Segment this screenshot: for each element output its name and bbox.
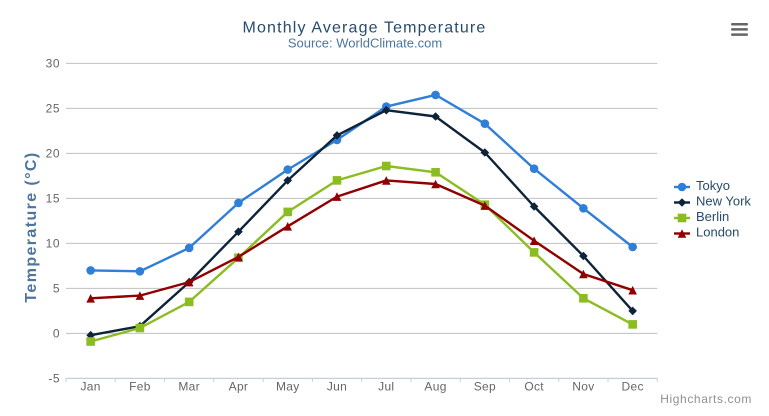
svg-text:5: 5 (53, 282, 60, 296)
svg-text:Jun: Jun (327, 380, 347, 394)
svg-text:Jul: Jul (378, 380, 394, 394)
svg-text:New York: New York (696, 194, 751, 209)
svg-text:Tokyo: Tokyo (696, 178, 730, 193)
svg-text:Feb: Feb (129, 380, 151, 394)
svg-text:Berlin: Berlin (696, 209, 729, 224)
svg-text:30: 30 (46, 57, 60, 71)
svg-text:Nov: Nov (572, 380, 594, 394)
svg-text:Apr: Apr (229, 380, 249, 394)
svg-text:20: 20 (46, 147, 60, 161)
svg-text:Sep: Sep (474, 380, 496, 394)
svg-text:10: 10 (46, 237, 60, 251)
svg-text:Jan: Jan (81, 380, 101, 394)
svg-text:Mar: Mar (178, 380, 200, 394)
svg-text:-5: -5 (48, 372, 60, 386)
svg-text:Highcharts.com: Highcharts.com (660, 392, 752, 406)
svg-text:25: 25 (46, 102, 60, 116)
svg-text:Oct: Oct (524, 380, 544, 394)
svg-text:0: 0 (53, 327, 60, 341)
svg-text:Temperature (°C): Temperature (°C) (23, 151, 40, 302)
svg-text:Aug: Aug (424, 380, 446, 394)
svg-text:May: May (276, 380, 300, 394)
svg-text:Monthly Average Temperature: Monthly Average Temperature (243, 20, 487, 37)
svg-text:Dec: Dec (622, 380, 644, 394)
svg-text:Source: WorldClimate.com: Source: WorldClimate.com (288, 36, 442, 51)
svg-text:London: London (696, 225, 739, 240)
svg-text:15: 15 (46, 192, 60, 206)
